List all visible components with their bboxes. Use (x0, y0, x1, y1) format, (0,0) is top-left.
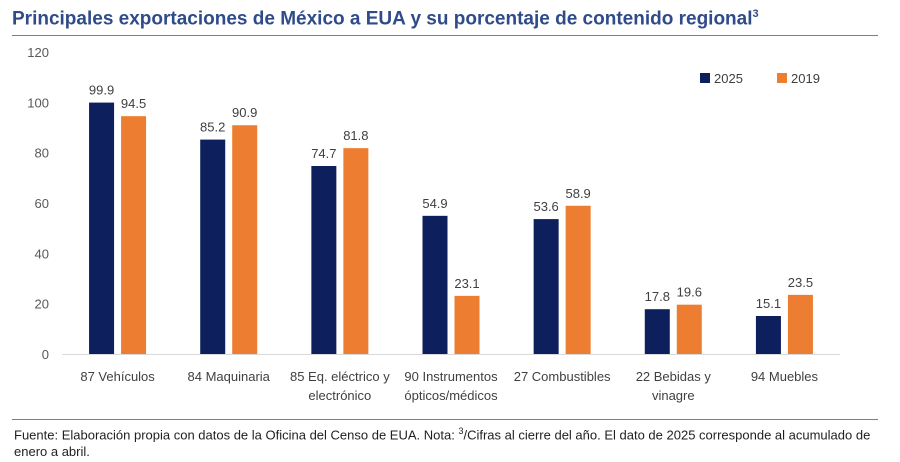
y-tick-label: 100 (27, 95, 49, 110)
bar-chart: 0 20 40 60 80 100 120 99.9 94.5 87 Vehículos 85.2 9… (27, 45, 840, 403)
data-label-2019: 81.8 (343, 128, 368, 143)
data-label-2025: 15.1 (756, 296, 781, 311)
legend-swatch-2019 (777, 73, 787, 83)
category-label: 85 Eq. eléctrico y (290, 369, 390, 384)
category-label: 87 Vehículos (80, 369, 155, 384)
y-tick-label: 60 (35, 196, 49, 211)
category-label: 94 Muebles (751, 369, 819, 384)
bar-2019 (565, 205, 591, 354)
bar-2025 (422, 215, 448, 354)
data-label-2025: 17.8 (645, 289, 670, 304)
bar-2025 (311, 166, 337, 354)
y-tick-label: 0 (42, 347, 49, 362)
data-label-2019: 23.5 (788, 275, 813, 290)
data-label-2019: 23.1 (454, 276, 479, 291)
y-tick-label: 80 (35, 146, 49, 161)
bar-2019 (454, 295, 480, 354)
data-label-2025: 85.2 (200, 120, 225, 135)
bar-2019 (343, 148, 369, 354)
chart-title: Principales exportaciones de México a EU… (12, 8, 759, 30)
category-label: ópticos/médicos (404, 388, 498, 403)
data-label-2019: 94.5 (121, 96, 146, 111)
data-label-2025: 54.9 (422, 196, 447, 211)
y-tick-label: 20 (35, 297, 49, 312)
bar-2025 (89, 102, 115, 355)
bar-2019 (121, 116, 147, 354)
category-label: 22 Bebidas y (636, 369, 712, 384)
data-label-2025: 99.9 (89, 83, 114, 98)
footnote-divider (12, 419, 878, 420)
bar-2025 (755, 315, 781, 354)
legend-label-2025: 2025 (714, 71, 743, 86)
bar-2019 (787, 294, 813, 354)
data-label-2019: 19.6 (677, 285, 702, 300)
category-label: 27 Combustibles (514, 369, 611, 384)
source-footnote: Fuente: Elaboración propia con datos de … (14, 426, 871, 460)
category-label: 90 Instrumentos (404, 369, 498, 384)
bar-2025 (533, 219, 559, 354)
bar-2019 (232, 125, 258, 354)
bar-2025 (644, 309, 670, 354)
legend-label-2019: 2019 (791, 71, 820, 86)
bar-2019 (676, 304, 702, 354)
data-label-2019: 58.9 (565, 186, 590, 201)
legend-swatch-2025 (700, 73, 710, 83)
category-label: vinagre (652, 388, 695, 403)
title-divider (12, 35, 878, 36)
data-label-2025: 53.6 (533, 199, 558, 214)
data-label-2025: 74.7 (311, 146, 336, 161)
bar-2025 (200, 139, 226, 354)
category-label: 84 Maquinaria (188, 369, 271, 384)
data-label-2019: 90.9 (232, 105, 257, 120)
y-tick-label: 120 (27, 45, 49, 60)
category-label: electrónico (308, 388, 371, 403)
y-tick-label: 40 (35, 246, 49, 261)
